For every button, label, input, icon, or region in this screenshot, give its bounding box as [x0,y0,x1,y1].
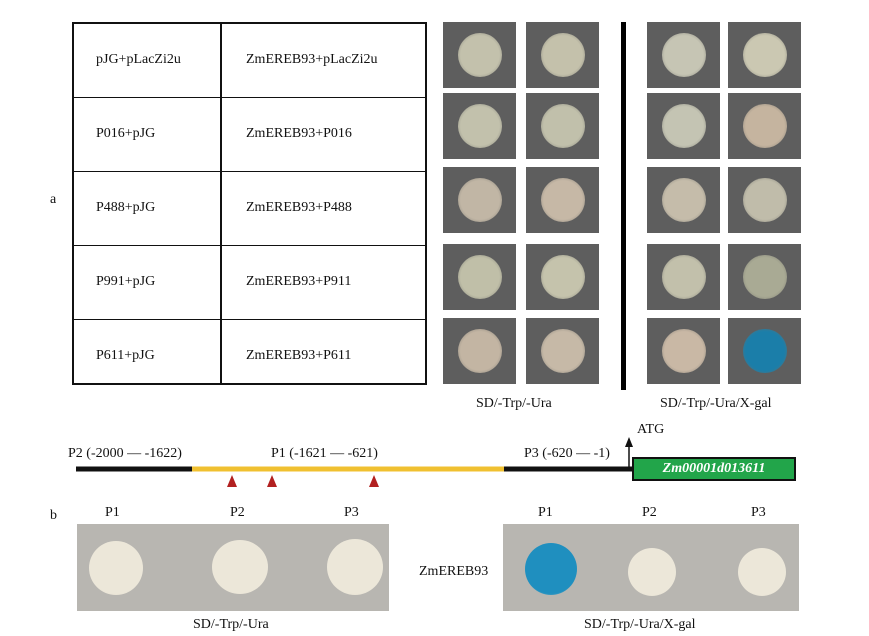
test-construct: ZmEREB93+pLacZi2u [246,52,378,67]
yeast-spot-plate [443,167,516,233]
binding-site-triangle [227,475,237,487]
segment-label-p3: P3 (-620 — -1) [524,446,610,461]
table-row: P611+pJG ZmEREB93+P611 [74,320,425,385]
yeast-colony [541,255,585,299]
binding-site-triangle [369,475,379,487]
medium-label-b-sd: SD/-Trp/-Ura [193,617,269,632]
yeast-spot-plate [647,93,720,159]
yeast-colony [458,104,502,148]
yeast-spot-plate [647,22,720,88]
yeast-colony [662,33,706,77]
yeast-strip-sd [77,524,389,611]
test-construct: ZmEREB93+P488 [246,200,352,215]
yeast-colony [662,255,706,299]
table-row: P488+pJG ZmEREB93+P488 [74,172,425,246]
table-row: P016+pJG ZmEREB93+P016 [74,98,425,172]
yeast-spot-plate [526,22,599,88]
test-construct: ZmEREB93+P016 [246,126,352,141]
yeast-spot-plate [728,244,801,310]
yeast-colony [662,178,706,222]
yeast-spot-plate [526,244,599,310]
table-row: pJG+pLacZi2u ZmEREB93+pLacZi2u [74,24,425,98]
yeast-colony [458,33,502,77]
yeast-spot-plate [728,93,801,159]
panel-b-label: b [50,508,57,523]
column-label-p3: P3 [751,505,766,520]
yeast-spot-plate [728,167,801,233]
segment-label-p2: P2 (-2000 — -1622) [68,446,182,461]
medium-label-b-xgal: SD/-Trp/-Ura/X-gal [584,617,696,632]
yeast-colony-p2 [628,548,676,596]
yeast-spot-plate [647,318,720,384]
yeast-colony-p3 [738,548,786,596]
yeast-spot-plate [728,318,801,384]
yeast-spot-plate [526,93,599,159]
panel-a-label: a [50,192,57,207]
construct-table: pJG+pLacZi2u ZmEREB93+pLacZi2u P016+pJG … [72,22,427,385]
column-label-p3: P3 [344,505,359,520]
test-construct: ZmEREB93+P911 [246,274,352,289]
panel-divider [621,22,626,390]
yeast-colony [458,255,502,299]
table-row: P991+pJG ZmEREB93+P911 [74,246,425,320]
control-construct: P991+pJG [96,274,156,289]
test-construct: ZmEREB93+P611 [246,348,352,363]
atg-label: ATG [637,422,665,437]
medium-label-sd: SD/-Trp/-Ura [476,396,552,411]
yeast-colony [541,33,585,77]
yeast-spot-plate [526,318,599,384]
yeast-colony [541,329,585,373]
yeast-colony [458,329,502,373]
tss-arrow-icon [625,437,633,447]
gene-box [632,457,796,481]
yeast-colony [743,178,787,222]
yeast-colony [541,178,585,222]
yeast-colony-p3 [327,539,383,595]
table-divider [220,24,222,383]
yeast-colony [458,178,502,222]
yeast-strip-xgal [503,524,799,611]
yeast-spot-plate [443,318,516,384]
column-label-p2: P2 [230,505,245,520]
yeast-colony [743,329,787,373]
column-label-p1: P1 [105,505,120,520]
yeast-colony [541,104,585,148]
yeast-spot-plate [647,244,720,310]
yeast-colony [743,104,787,148]
yeast-colony-p1 [89,541,143,595]
yeast-colony [662,104,706,148]
control-construct: pJG+pLacZi2u [96,52,181,67]
control-construct: P488+pJG [96,200,156,215]
segment-label-p1: P1 (-1621 — -621) [271,446,378,461]
yeast-spot-plate [443,244,516,310]
medium-label-xgal: SD/-Trp/-Ura/X-gal [660,396,772,411]
yeast-colony [743,33,787,77]
binding-site-triangle [267,475,277,487]
yeast-colony [662,329,706,373]
yeast-spot-plate [647,167,720,233]
yeast-spot-plate [443,93,516,159]
column-label-p2: P2 [642,505,657,520]
control-construct: P611+pJG [96,348,155,363]
control-construct: P016+pJG [96,126,156,141]
yeast-colony [743,255,787,299]
column-label-p1: P1 [538,505,553,520]
row-label-zmereb93: ZmEREB93 [419,564,489,579]
yeast-spot-plate [526,167,599,233]
yeast-spot-plate [728,22,801,88]
gene-name: Zm00001d013611 [662,461,766,476]
yeast-colony-p2 [212,540,268,594]
yeast-spot-plate [443,22,516,88]
yeast-colony-p1 [525,543,577,595]
